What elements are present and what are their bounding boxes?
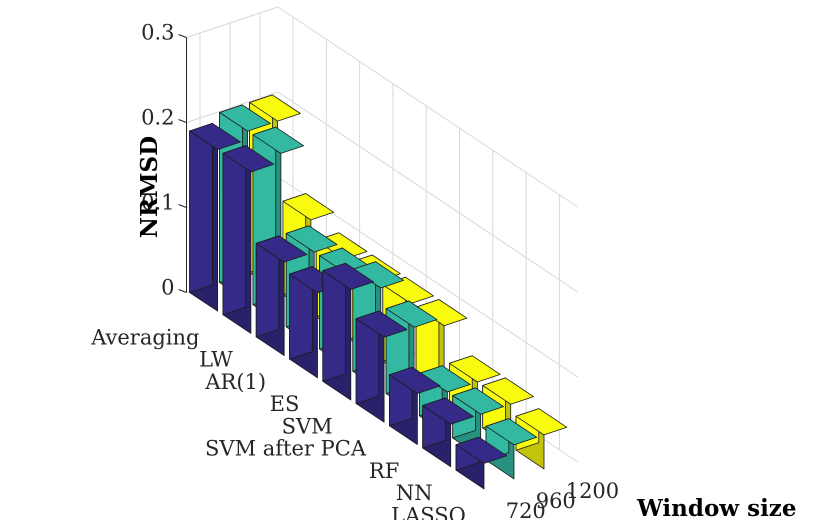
- z-tick-0: [178, 289, 187, 293]
- y-axis-title: Window size: [636, 495, 797, 520]
- z-tick-label: 0.3: [141, 21, 174, 45]
- bar-ar-1--720: [255, 235, 308, 357]
- bar-nn-720: [422, 397, 474, 468]
- method-label: LW: [199, 348, 233, 372]
- bar-averaging-720: [189, 123, 241, 312]
- method-label: SVM after PCA: [205, 437, 367, 461]
- method-label: LASSO: [391, 503, 466, 520]
- method-label: AR(1): [204, 370, 266, 394]
- bar-lw-720: [222, 145, 275, 334]
- method-label: SVM: [282, 414, 333, 438]
- bar-svm-after-pca-720: [355, 310, 408, 423]
- method-label: RF: [369, 459, 399, 483]
- grid-line-zl-3: [186, 6, 279, 38]
- grid-line-z-2: [277, 91, 578, 293]
- z-tick-3: [178, 34, 187, 38]
- bar-svm-720: [322, 262, 375, 401]
- method-label: ES: [270, 392, 300, 416]
- bar-lasso-720: [455, 436, 508, 490]
- z-tick-2: [178, 119, 187, 123]
- z-tick-1: [178, 204, 187, 208]
- z-tick-label: 0.1: [141, 191, 174, 215]
- window-label: 1200: [566, 479, 619, 503]
- window-label: 960: [536, 489, 576, 513]
- method-label: NN: [396, 481, 433, 505]
- window-label: 720: [506, 499, 546, 520]
- z-tick-label: 0: [161, 276, 174, 300]
- z-axis-title: NRMSD: [136, 136, 163, 238]
- method-label: Averaging: [90, 326, 199, 350]
- z-tick-label: 0.2: [141, 106, 174, 130]
- bars: [189, 94, 568, 490]
- grid-line-z-3: [277, 6, 578, 208]
- grid-line-zl-2: [186, 91, 279, 123]
- bar-rf-720: [388, 366, 441, 445]
